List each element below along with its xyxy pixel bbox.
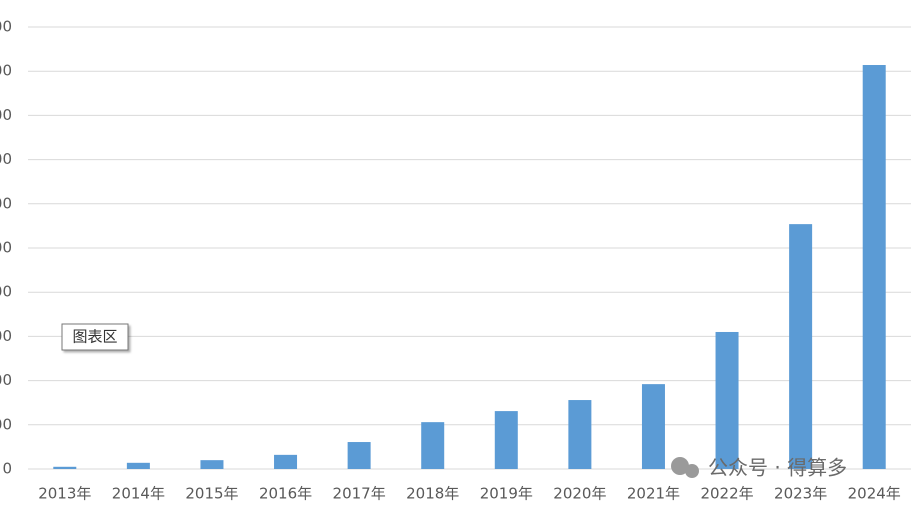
- bar: [347, 442, 371, 469]
- bar: [715, 331, 739, 469]
- bar: [641, 384, 665, 469]
- y-tick-label: 700: [0, 150, 12, 168]
- y-tick-label: 800: [0, 106, 12, 124]
- bar: [494, 411, 518, 469]
- watermark: 公众号 · 得算多: [671, 456, 847, 480]
- x-tick-label: 2020年: [553, 485, 606, 503]
- watermark-icon: [685, 464, 699, 478]
- bar: [53, 466, 77, 469]
- watermark-icon: [671, 457, 689, 475]
- y-tick-label: 500: [0, 239, 12, 257]
- x-tick-label: 2024年: [848, 485, 901, 503]
- x-tick-label: 2022年: [700, 485, 753, 503]
- bar: [568, 400, 592, 469]
- y-tick-label: 1000: [0, 18, 12, 36]
- tooltip-box: [61, 323, 129, 351]
- x-tick-label: 2021年: [627, 485, 680, 503]
- y-tick-label: 200: [0, 371, 12, 389]
- y-tick-label: 600: [0, 194, 12, 212]
- x-tick-label: 2023年: [774, 485, 827, 503]
- bar: [421, 422, 445, 469]
- x-tick-label: 2015年: [185, 485, 238, 503]
- x-tick-label: 2018年: [406, 485, 459, 503]
- y-tick-label: 900: [0, 62, 12, 80]
- tooltip: 图表区: [61, 323, 129, 351]
- y-tick-label: 300: [0, 327, 12, 345]
- bar: [200, 460, 224, 469]
- x-tick-label: 2016年: [259, 485, 312, 503]
- y-tick-label: 400: [0, 283, 12, 301]
- watermark-text: 公众号 · 得算多: [708, 456, 847, 480]
- tooltip-text: 图表区: [72, 328, 117, 346]
- bar: [789, 224, 813, 469]
- bar: [274, 454, 298, 469]
- x-tick-label: 2019年: [480, 485, 533, 503]
- y-tick-label: 100: [0, 415, 12, 433]
- bar: [126, 462, 150, 469]
- bar: [862, 65, 886, 470]
- y-tick-label: 0: [2, 460, 12, 478]
- x-tick-label: 2017年: [333, 485, 386, 503]
- x-tick-label: 2014年: [112, 485, 165, 503]
- x-tick-label: 2013年: [38, 485, 91, 503]
